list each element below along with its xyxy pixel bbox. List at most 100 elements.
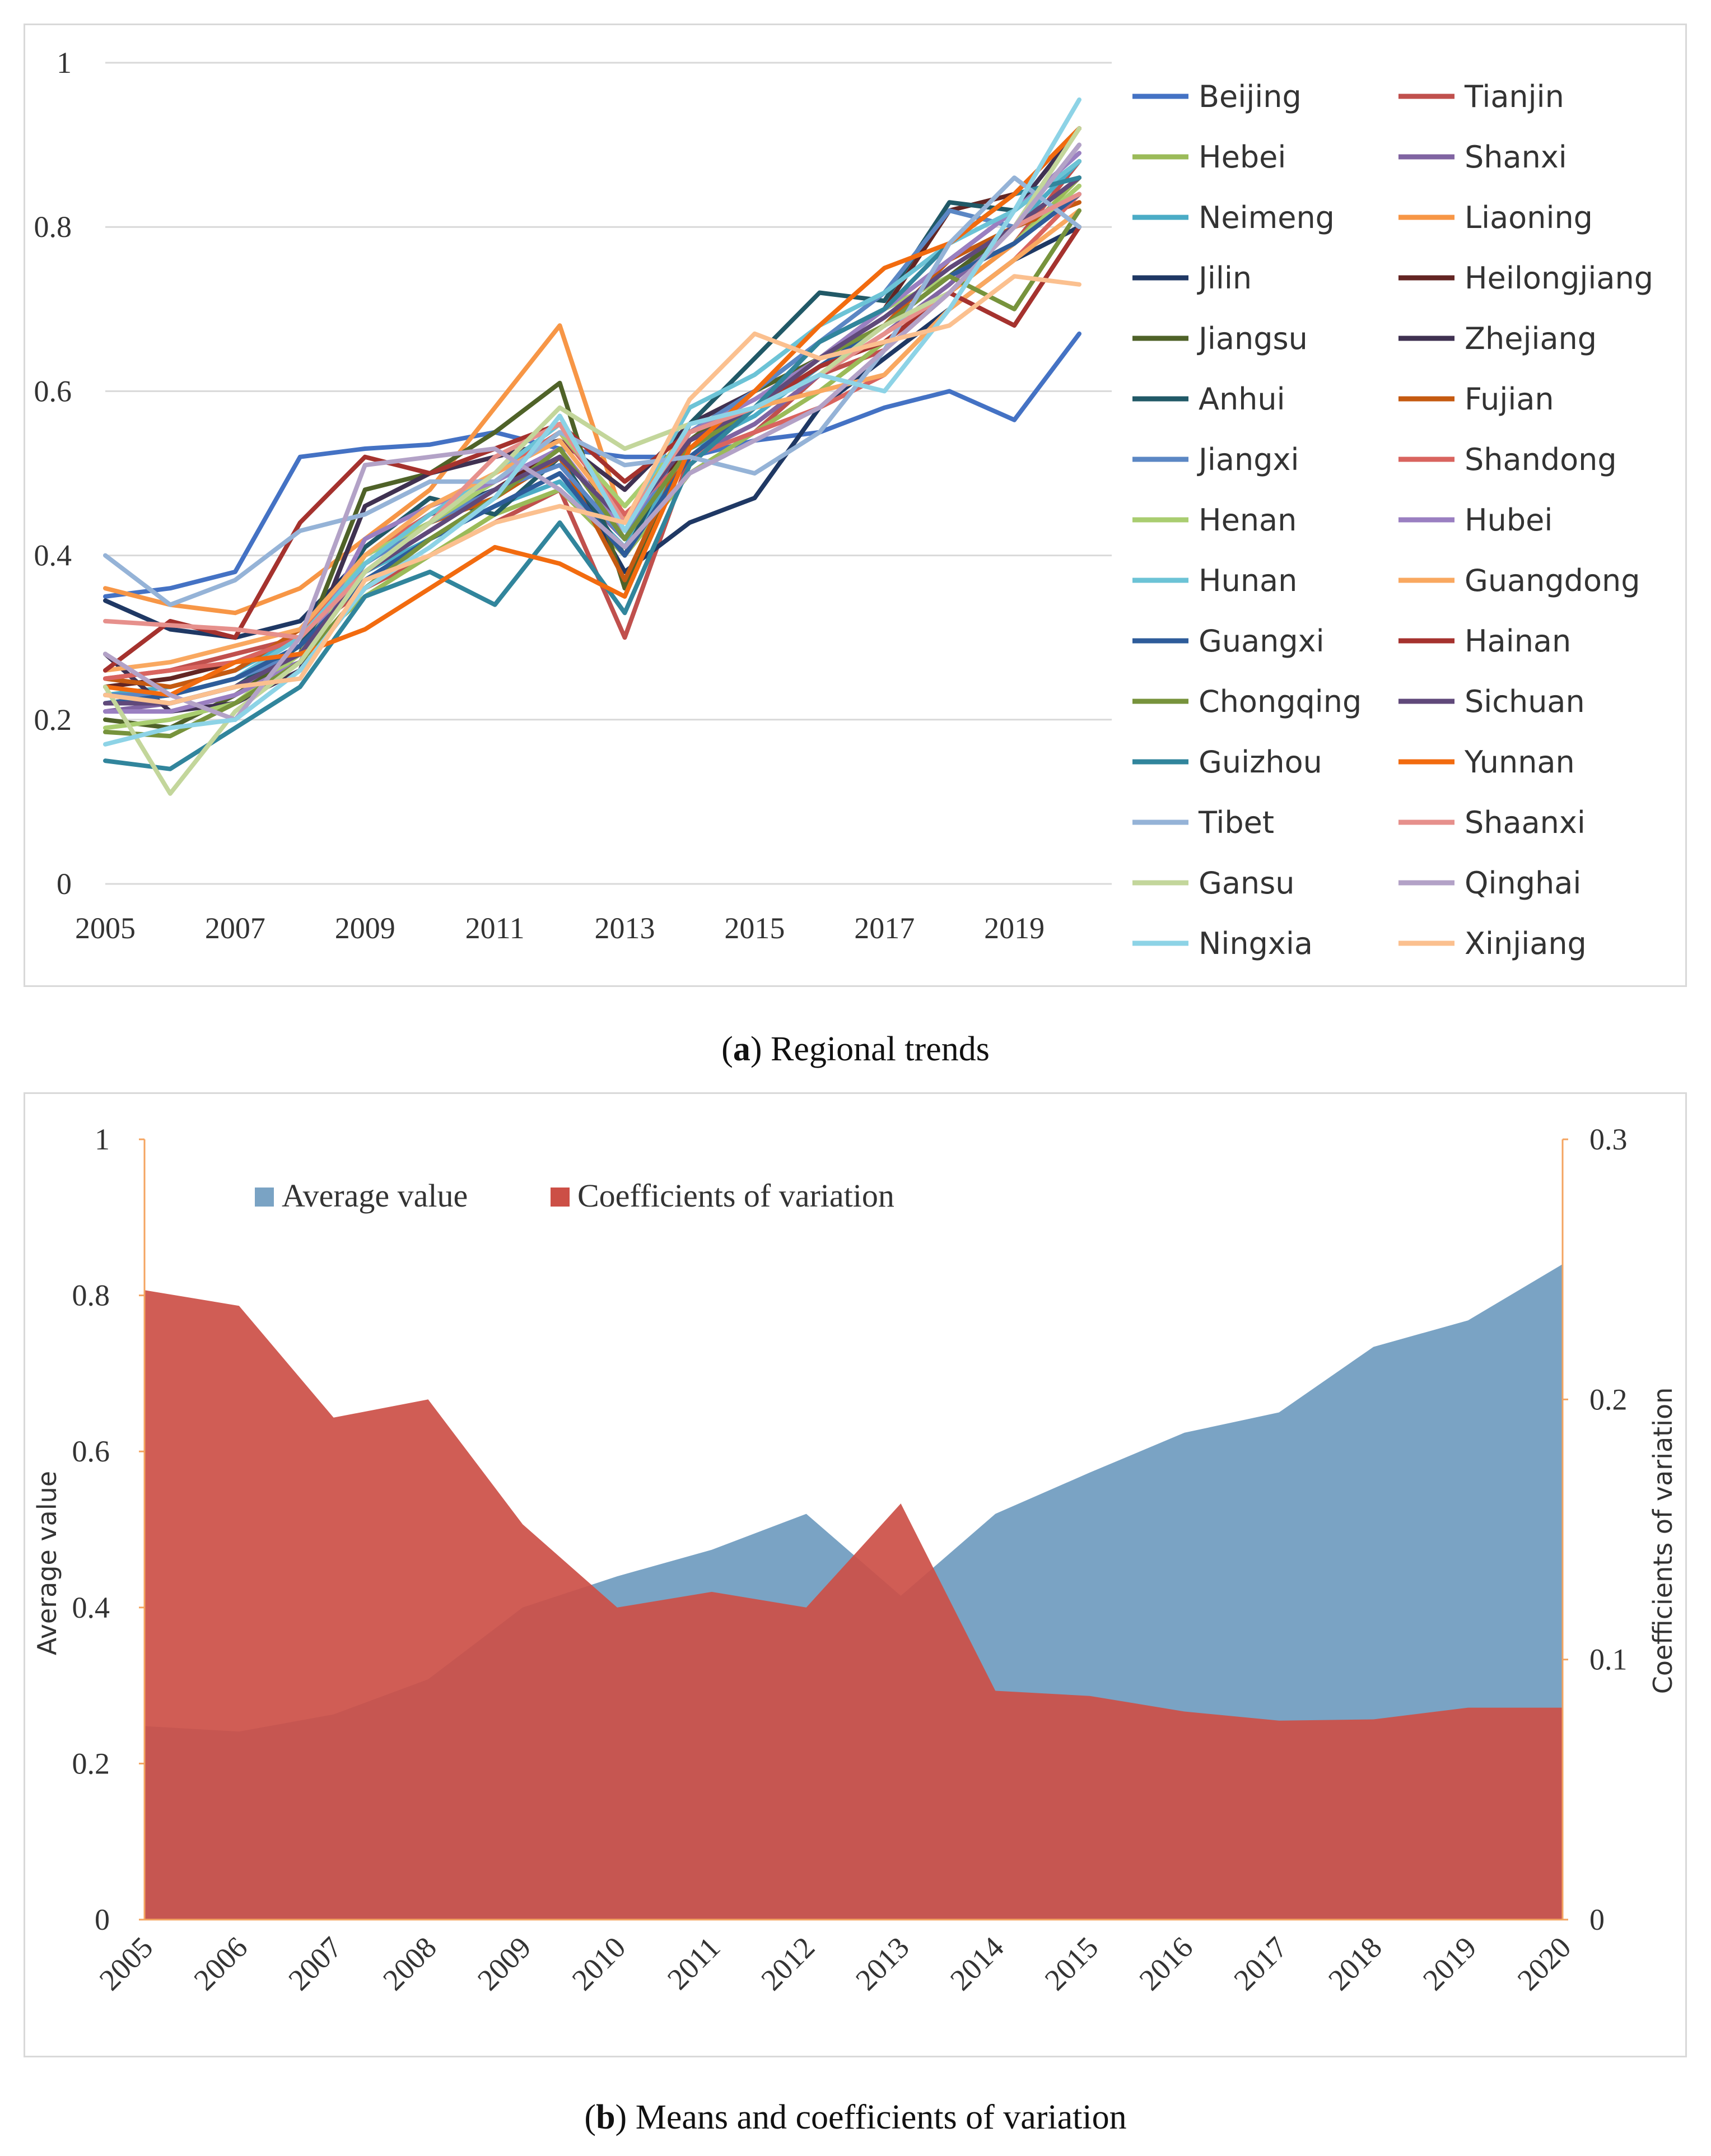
legend-item-heilongjiang: Heilongjiang: [1398, 260, 1653, 296]
area-coefficients-of-variation: [144, 1290, 1563, 1920]
b-xtick-label: 2009: [471, 1930, 538, 1997]
legend-item-beijing: Beijing: [1132, 79, 1302, 114]
legend-label: Shandong: [1465, 442, 1617, 477]
legend-item-shaanxi: Shaanxi: [1398, 805, 1586, 840]
legend-item-average-value: Average value: [255, 1177, 468, 1214]
b-ytick-label: 0: [95, 1903, 110, 1936]
regional-trends-chart: 0 0.2 0.4 0.6 0.8 1 2005 2007 2009 2011 2013 2015 2…: [34, 46, 1653, 961]
legend-label: Henan: [1199, 502, 1297, 538]
series-line-ningxia: [103, 97, 1081, 747]
b-xtick-label: 2014: [944, 1930, 1010, 1997]
legend-label: Beijing: [1199, 79, 1302, 114]
legend-label: Sichuan: [1465, 684, 1585, 719]
legend-item-gansu: Gansu: [1132, 865, 1295, 901]
legend-item-guizhou: Guizhou: [1132, 744, 1322, 780]
b-xtick-label: 2007: [282, 1930, 348, 1997]
b-xtick-label: 2011: [661, 1930, 726, 1996]
a-xtick-label: 2007: [205, 911, 265, 945]
series-line-hunan: [103, 159, 1081, 706]
legend-label: Yunnan: [1464, 744, 1575, 780]
legend-item-fujian: Fujian: [1398, 381, 1554, 417]
b-ytick-label: 0.6: [72, 1435, 110, 1468]
legend-label: Neimeng: [1199, 200, 1335, 235]
series-line-tibet: [103, 175, 1081, 607]
legend-label: Fujian: [1465, 381, 1554, 417]
legend-item-hunan: Hunan: [1132, 563, 1297, 598]
legend-label: Ningxia: [1199, 926, 1313, 961]
legend-item-qinghai: Qinghai: [1398, 865, 1581, 901]
series-line-fujian: [103, 200, 1081, 690]
series-line-yunnan: [103, 126, 1081, 697]
legend-label: Tibet: [1198, 805, 1274, 840]
legend-label: Guangxi: [1199, 623, 1325, 659]
legend-item-tibet: Tibet: [1132, 805, 1274, 840]
legend-item-liaoning: Liaoning: [1398, 200, 1593, 235]
caption-a: (a) Regional trends: [721, 1030, 990, 1068]
legend-item-hainan: Hainan: [1398, 623, 1571, 659]
legend-item-shanxi: Shanxi: [1398, 139, 1567, 175]
legend-item-sichuan: Sichuan: [1398, 684, 1585, 719]
series-line-guizhou: [103, 175, 1081, 771]
b-xtick-label: 2019: [1416, 1930, 1483, 1997]
legend-swatch: [255, 1188, 274, 1207]
a-xtick-label: 2013: [594, 911, 655, 945]
legend-label: Hubei: [1465, 502, 1553, 538]
legend-item-ningxia: Ningxia: [1132, 926, 1313, 961]
legend-label: Zhejiang: [1465, 321, 1597, 356]
legend-label: Shanxi: [1465, 139, 1567, 175]
legend-item-jilin: Jilin: [1132, 260, 1252, 296]
a-ytick-label: 0.4: [34, 539, 72, 572]
b-ytick-label: 0.2: [72, 1747, 110, 1780]
legend-item-anhui: Anhui: [1132, 381, 1285, 417]
a-ytick-label: 0.8: [34, 210, 72, 244]
legend-label: Coefficients of variation: [577, 1177, 894, 1214]
b-xtick-label: 2018: [1322, 1930, 1388, 1997]
a-ytick-label: 0: [57, 867, 72, 901]
legend-label: Hebei: [1199, 139, 1286, 175]
legend-label: Heilongjiang: [1465, 260, 1653, 296]
a-ytick-label: 1: [57, 46, 72, 80]
legend-label: Shaanxi: [1465, 805, 1586, 840]
legend-item-zhejiang: Zhejiang: [1398, 321, 1597, 356]
caption-a-text: Regional trends: [770, 1030, 990, 1068]
series-line-guangdong: [103, 208, 1081, 673]
legend-item-jiangsu: Jiangsu: [1132, 321, 1308, 356]
series-line-xinjiang: [103, 274, 1081, 706]
legend-item-tianjin: Tianjin: [1398, 79, 1564, 114]
legend-label: Tianjin: [1464, 79, 1564, 114]
b-xtick-label: 2015: [1038, 1930, 1105, 1997]
b-y2tick-label: 0.3: [1589, 1123, 1628, 1156]
legend-item-henan: Henan: [1132, 502, 1297, 538]
b-xtick-label: 2008: [376, 1930, 443, 1997]
legend-label: Guizhou: [1199, 744, 1322, 780]
b-xtick-label: 2013: [849, 1930, 916, 1997]
a-xtick-label: 2009: [335, 911, 395, 945]
b-xtick-label: 2020: [1511, 1930, 1578, 1997]
b-xtick-label: 2005: [93, 1930, 160, 1997]
b-ytick-label: 1: [95, 1123, 110, 1156]
legend-label: Anhui: [1199, 381, 1285, 417]
legend-label: Liaoning: [1465, 200, 1593, 235]
b-xtick-label: 2017: [1227, 1930, 1294, 1997]
b-ytick-label: 0.8: [72, 1279, 110, 1312]
caption-a-label: a: [733, 1030, 750, 1068]
legend-label: Xinjiang: [1465, 926, 1587, 961]
series-line-jiangxi: [103, 192, 1081, 697]
a-xtick-label: 2019: [984, 911, 1045, 945]
y-axis-title: Average value: [32, 1471, 62, 1655]
b-xtick-label: 2016: [1132, 1930, 1199, 1997]
legend-item-chongqing: Chongqing: [1132, 684, 1362, 719]
legend-item-shandong: Shandong: [1398, 442, 1617, 477]
series-line-qinghai: [103, 142, 1081, 722]
legend-label: Hunan: [1199, 563, 1297, 598]
legend-item-yunnan: Yunnan: [1398, 744, 1575, 780]
series-line-anhui: [103, 159, 1081, 706]
b-xtick-label: 2006: [187, 1930, 254, 1997]
legend-item-neimeng: Neimeng: [1132, 200, 1335, 235]
legend-label: Average value: [282, 1177, 468, 1214]
caption-b-text: Means and coefficients of variation: [635, 2098, 1127, 2136]
b-y2tick-label: 0.1: [1589, 1643, 1628, 1677]
a-ytick-label: 0.2: [34, 703, 72, 737]
b-y2tick-label: 0: [1589, 1903, 1605, 1936]
a-xtick-label: 2011: [465, 911, 525, 945]
